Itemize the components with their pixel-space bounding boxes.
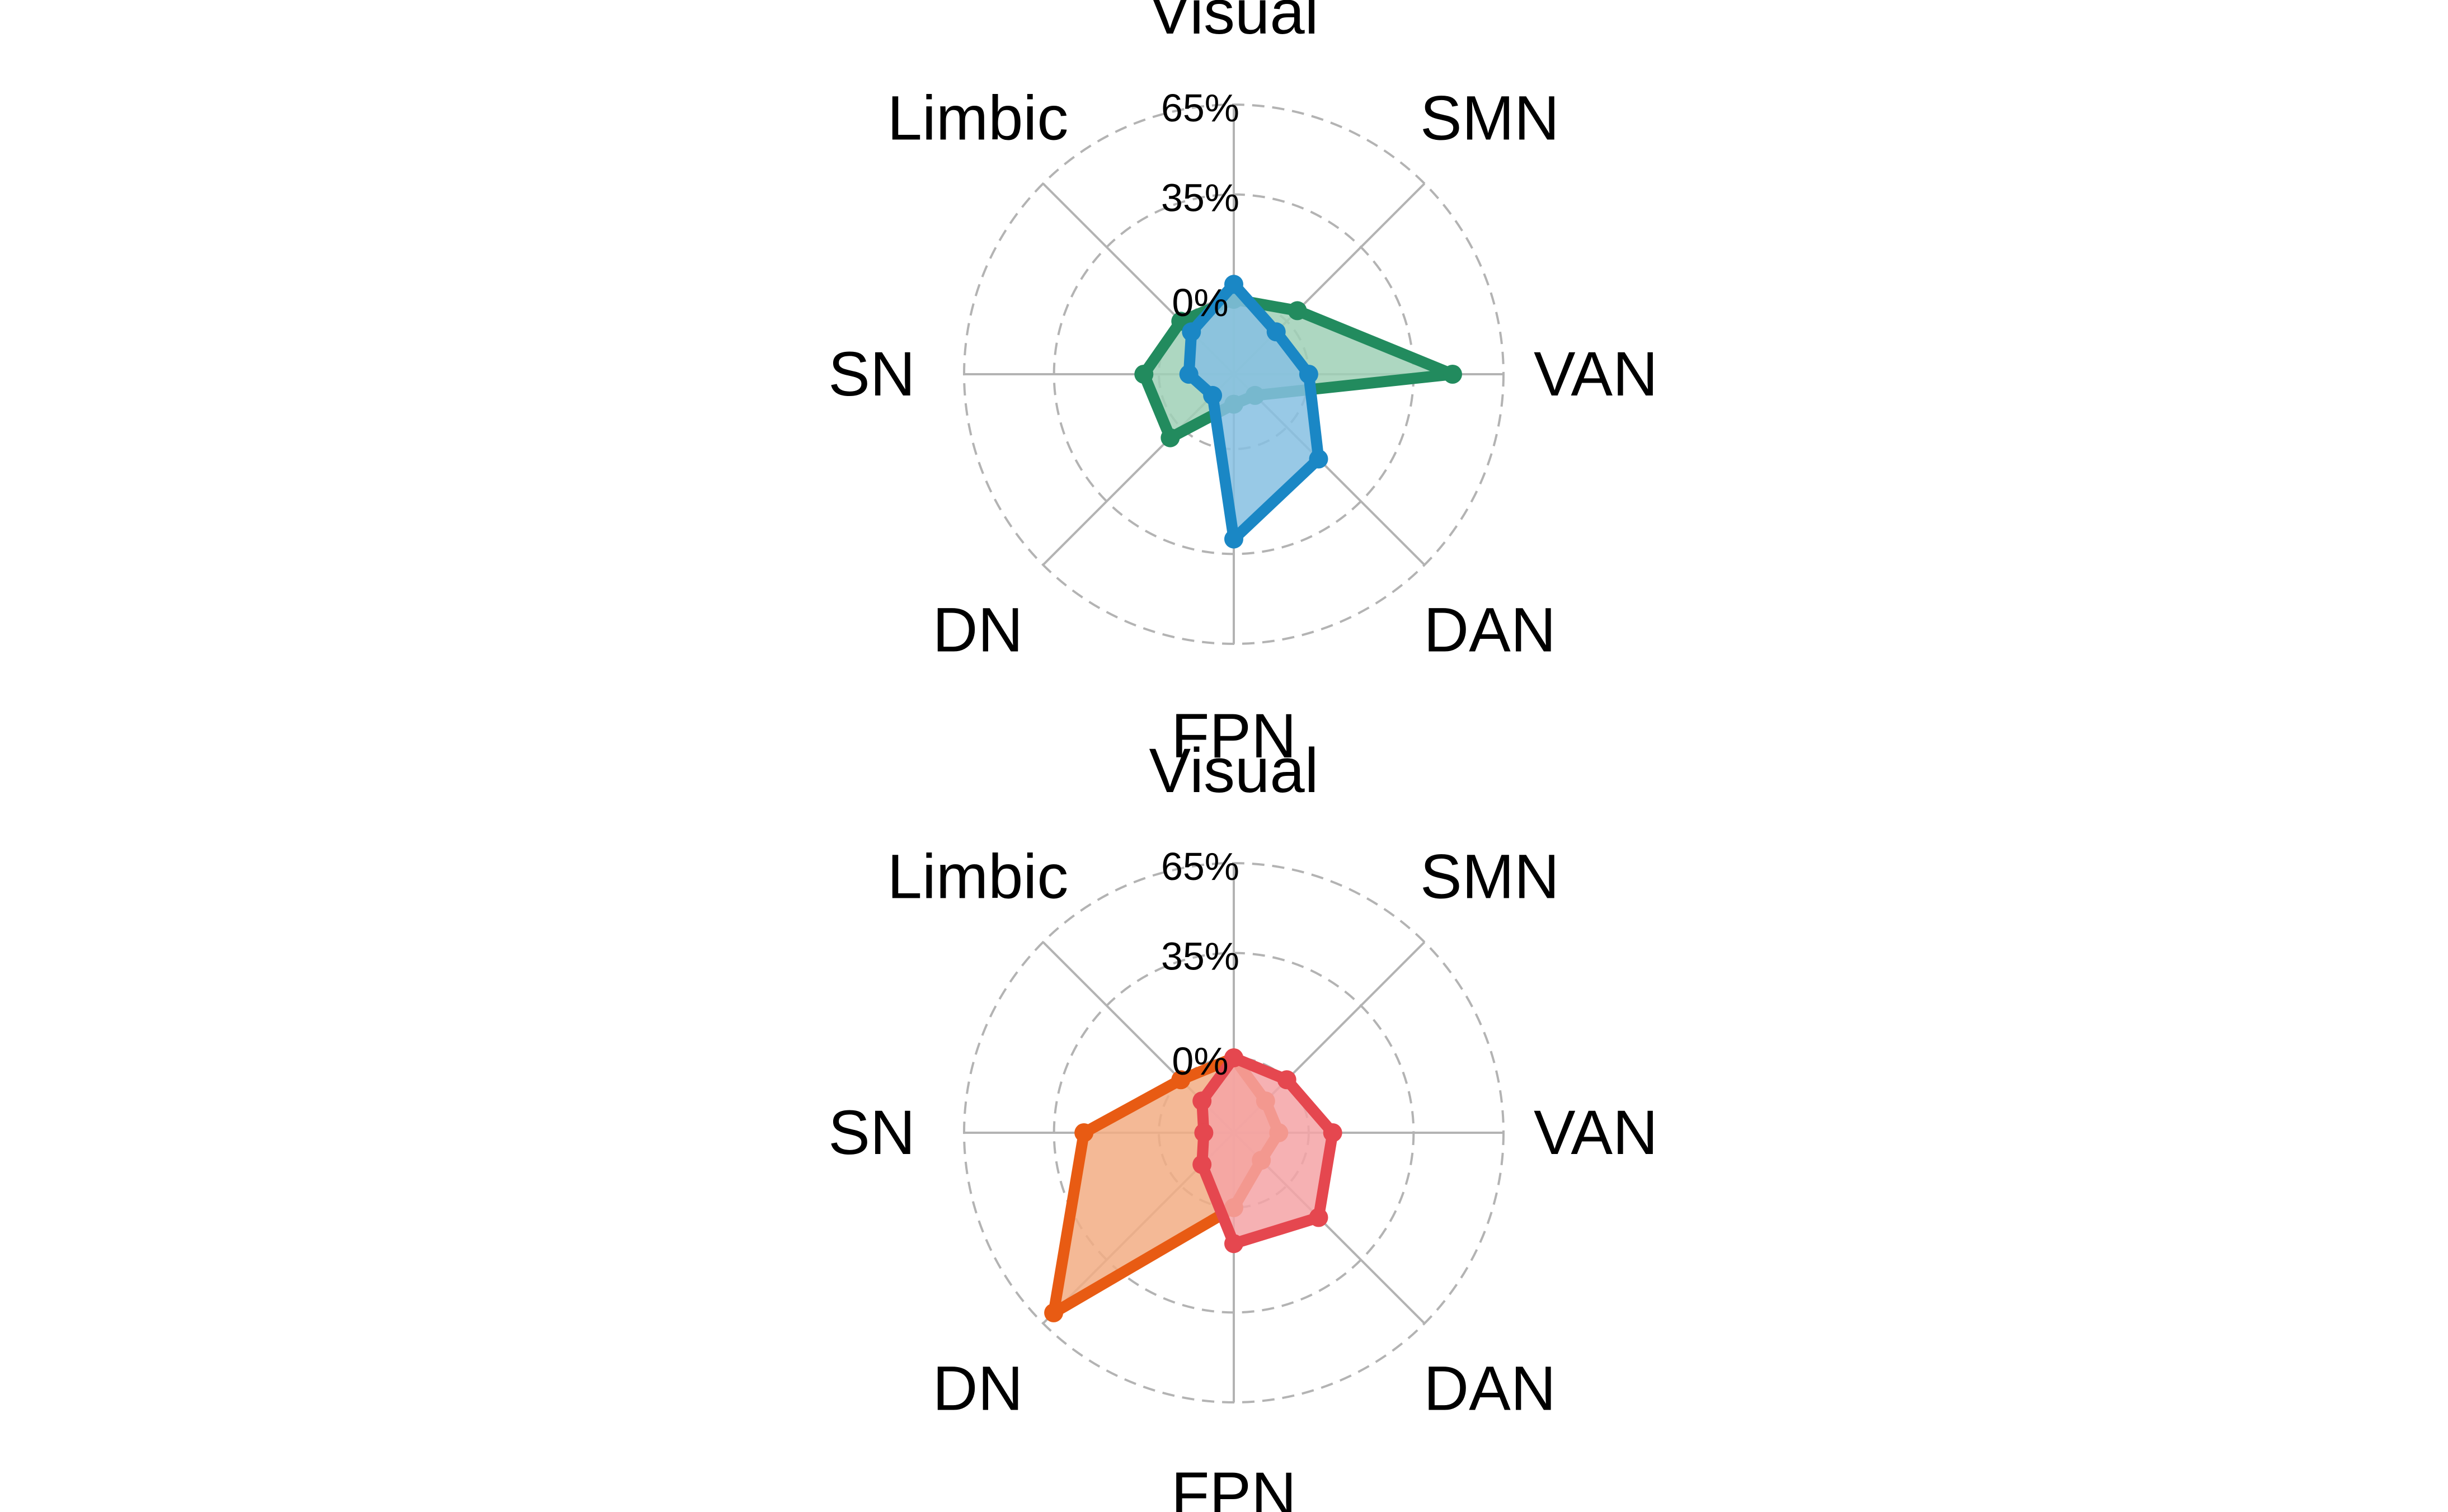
series-0-point-sn <box>1134 365 1154 384</box>
axis-label-van: VAN <box>1534 339 1658 409</box>
series-1-point-sn <box>1194 1123 1214 1142</box>
radar-chart-top: 0% 35% 65% Visual SMN VAN DAN FPN DN SN Limbic <box>828 0 1658 771</box>
series-1-point-limbic <box>1182 322 1201 342</box>
series-0-point-smn <box>1288 301 1307 321</box>
series-0-point-sn <box>1074 1123 1094 1142</box>
series-1-point-van <box>1299 365 1318 384</box>
axis-label-dan: DAN <box>1423 1354 1556 1424</box>
axis-label-limbic: Limbic <box>887 842 1069 912</box>
series-1-point-fpn <box>1224 1234 1243 1254</box>
series-1-point-smn <box>1277 1070 1296 1090</box>
axis-label-dan: DAN <box>1423 595 1556 665</box>
axis-label-visual: Visual <box>1149 736 1318 806</box>
radar-chart-bottom: 0% 35% 65% Visual SMN VAN DAN FPN DN SN Limbic <box>828 736 1658 1512</box>
tick-label-2: 65% <box>1161 845 1239 888</box>
axis-label-van: VAN <box>1534 1098 1658 1167</box>
tick-label-2: 65% <box>1161 86 1239 130</box>
series-1-point-dan <box>1309 1208 1328 1227</box>
series-1-point-visual <box>1224 1048 1243 1068</box>
axis-label-fpn: FPN <box>1171 701 1296 771</box>
series-1-point-sn <box>1179 365 1199 384</box>
tick-label-1: 35% <box>1161 935 1239 978</box>
series-1-point-van <box>1323 1123 1342 1142</box>
series-0-point-dn <box>1160 428 1180 448</box>
tick-label-0: 0% <box>1172 1039 1228 1083</box>
tick-label-0: 0% <box>1172 281 1228 324</box>
series-1-point-dan <box>1309 449 1328 469</box>
series-1-point-fpn <box>1224 529 1243 549</box>
series-1-point-limbic <box>1192 1091 1212 1111</box>
series-1-point-smn <box>1266 322 1286 342</box>
axis-label-visual: Visual <box>1149 0 1318 47</box>
axis-label-smn: SMN <box>1420 842 1559 912</box>
series-0-point-dn <box>1044 1303 1064 1322</box>
axis-label-fpn: FPN <box>1171 1459 1296 1512</box>
series-1-point-visual <box>1224 275 1243 294</box>
axis-label-sn: SN <box>828 1098 915 1167</box>
axis-label-dn: DN <box>933 1354 1023 1424</box>
series-0-point-van <box>1443 365 1462 384</box>
series-0-point-limbic <box>1171 1070 1191 1090</box>
series-1-point-dn <box>1203 385 1223 405</box>
series-1-point-dn <box>1192 1155 1212 1174</box>
axis-label-sn: SN <box>828 339 915 409</box>
axis-label-dn: DN <box>933 595 1023 665</box>
axis-label-limbic: Limbic <box>887 83 1069 153</box>
axis-label-smn: SMN <box>1420 83 1559 153</box>
tick-label-1: 35% <box>1161 176 1239 220</box>
